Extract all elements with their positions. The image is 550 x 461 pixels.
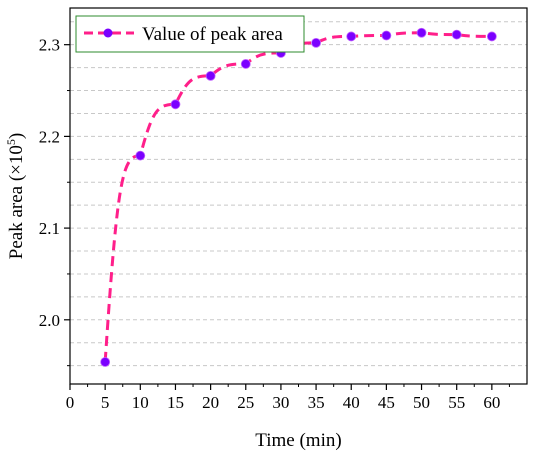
y-axis-title-superscript: 5 (4, 139, 18, 145)
x-tick-label: 50 (413, 393, 430, 412)
x-tick-label: 30 (272, 393, 289, 412)
data-point (135, 150, 146, 161)
y-tick-label: 2.1 (39, 219, 60, 238)
legend: Value of peak area (75, 15, 305, 53)
data-point (170, 99, 181, 110)
y-axis-title: Peak area (×105) (4, 133, 27, 259)
axis-ticks: 0 5 10 15 20 25 30 35 40 45 50 55 60 2.0 2.1 2.2 2.3 (39, 36, 510, 412)
y-tick-label: 2.2 (39, 127, 60, 146)
x-tick-label: 25 (237, 393, 254, 412)
x-tick-label: 10 (132, 393, 149, 412)
x-tick-label: 45 (378, 393, 395, 412)
data-point (381, 30, 392, 41)
y-tick-label: 2.0 (39, 311, 60, 330)
data-point (346, 31, 357, 42)
data-point (100, 357, 111, 367)
x-axis-title: Time (min) (255, 430, 341, 451)
y-tick-label: 2.3 (39, 36, 60, 55)
x-tick-label: 0 (66, 393, 75, 412)
x-tick-label: 35 (308, 393, 325, 412)
x-tick-label: 15 (167, 393, 184, 412)
series-group (100, 27, 497, 367)
y-axis-title-main: Peak area (×10 (6, 145, 27, 259)
x-tick-label: 20 (202, 393, 219, 412)
legend-marker (103, 28, 113, 38)
data-point (486, 31, 497, 42)
x-tick-label: 60 (483, 393, 500, 412)
legend-label: Value of peak area (142, 24, 283, 45)
data-point (240, 59, 251, 69)
y-axis-title-end: ) (6, 133, 27, 139)
x-tick-label: 5 (101, 393, 110, 412)
x-tick-label: 40 (343, 393, 360, 412)
grid-lines (70, 21, 527, 367)
data-point (416, 27, 427, 38)
data-point (451, 29, 462, 40)
data-point (205, 70, 216, 81)
data-point (311, 37, 321, 48)
x-tick-label: 55 (448, 393, 465, 412)
